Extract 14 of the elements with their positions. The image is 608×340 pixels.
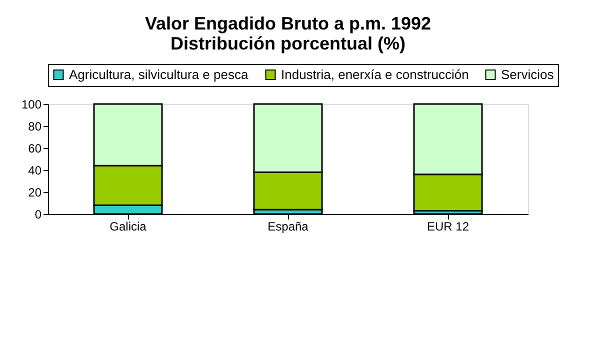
legend-label: Industria, enerxía e construcción <box>281 66 469 82</box>
y-tick-label: 0 <box>34 208 42 222</box>
x-tick-label: España <box>268 220 309 234</box>
y-tick-label: 100 <box>21 98 42 112</box>
y-tick-label: 80 <box>28 120 42 134</box>
x-tick-label: Galicia <box>110 220 147 234</box>
legend-label: Servicios <box>501 66 554 82</box>
y-tick-label: 60 <box>28 142 42 156</box>
legend-label: Agricultura, silvicultura e pesca <box>69 66 249 82</box>
y-tick-label: 40 <box>28 164 42 178</box>
x-tick-label: EUR 12 <box>426 220 470 234</box>
text: Valor Engadido Bruto a p.m. 1992 <box>144 14 432 34</box>
y-tick-label: 20 <box>28 186 42 200</box>
text: Distribución porcentual (%) <box>170 34 406 54</box>
